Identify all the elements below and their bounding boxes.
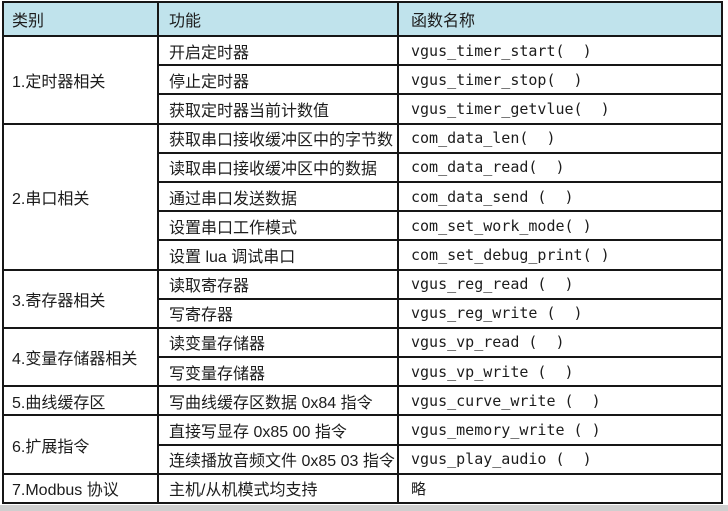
table-row: 6.扩展指令 直接写显存 0x85 00 指令 vgus_memory_writ… [2, 414, 723, 475]
category-cell-timer: 1.定时器相关 [2, 35, 159, 125]
table-row: 4.变量存储器相关 读变量存储器 vgus_vp_read ( ) [2, 326, 723, 388]
function-cell: 写曲线缓存区数据 0x84 指令 [157, 385, 399, 417]
table-row: 连续播放音频文件 0x85 03 指令 vgus_play_audio ( ) [3, 443, 723, 475]
header-row: 类别 功能 函数名称 [2, 1, 723, 37]
category-cell-uart: 2.串口相关 [2, 122, 159, 271]
function-cell: 读变量存储器 [157, 326, 399, 359]
category-cell-extended: 6.扩展指令 [2, 414, 159, 475]
function-cell: 获取定时器当前计数值 [157, 93, 399, 125]
function-name-cell: vgus_vp_read ( ) [397, 326, 723, 359]
table-row: 5.曲线缓存区 写曲线缓存区数据 0x84 指令 vgus_curve_writ… [2, 385, 723, 417]
function-name-cell: 略 [397, 472, 723, 505]
api-function-table: 类别 功能 函数名称 1.定时器相关 开启定时器 vgus_timer_star… [2, 1, 723, 505]
function-cell: 写变量存储器 [157, 356, 399, 388]
category-cell-curve: 5.曲线缓存区 [2, 385, 159, 417]
table-row: 写变量存储器 vgus_vp_write ( ) [3, 356, 723, 388]
function-name-cell: com_set_work_mode( ) [397, 210, 723, 242]
header-cell-function: 功能 [157, 1, 399, 37]
table-row: 写寄存器 vgus_reg_write ( ) [3, 297, 723, 329]
table-row: 7.Modbus 协议 主机/从机模式均支持 略 [2, 472, 723, 505]
header-cell-category: 类别 [2, 1, 159, 37]
function-cell: 获取串口接收缓冲区中的字节数 [157, 122, 399, 154]
header-cell-function-name: 函数名称 [397, 1, 723, 37]
function-cell: 主机/从机模式均支持 [157, 472, 399, 505]
function-cell: 读取寄存器 [157, 268, 399, 300]
function-name-cell: vgus_timer_start( ) [397, 34, 723, 67]
table-row: 2.串口相关 获取串口接收缓冲区中的字节数 com_data_len( ) [2, 122, 723, 271]
function-name-cell: vgus_timer_stop( ) [397, 64, 723, 96]
table-row: 设置 lua 调试串口 com_set_debug_print( ) [3, 239, 723, 271]
function-name-cell: vgus_timer_getvlue( ) [397, 93, 723, 125]
function-name-cell: vgus_memory_write ( ) [397, 414, 723, 446]
function-name-cell: com_data_len( ) [397, 122, 723, 154]
table-row: 3.寄存器相关 读取寄存器 vgus_reg_read ( ) [2, 268, 723, 329]
function-cell: 写寄存器 [157, 297, 399, 329]
function-name-cell: vgus_play_audio ( ) [397, 443, 723, 475]
table-row: 设置串口工作模式 com_set_work_mode( ) [3, 210, 723, 242]
function-name-cell: com_data_read( ) [397, 151, 723, 183]
function-cell: 通过串口发送数据 [157, 180, 399, 213]
function-name-cell: vgus_vp_write ( ) [397, 356, 723, 388]
category-cell-register: 3.寄存器相关 [2, 268, 159, 329]
function-name-cell: vgus_reg_read ( ) [397, 268, 723, 300]
table-row: 读取串口接收缓冲区中的数据 com_data_read( ) [3, 151, 723, 183]
table-row: 获取定时器当前计数值 vgus_timer_getvlue( ) [3, 93, 723, 125]
function-name-cell: com_data_send ( ) [397, 180, 723, 213]
page-bottom-strip [0, 505, 728, 511]
function-cell: 直接写显存 0x85 00 指令 [157, 414, 399, 446]
function-cell: 连续播放音频文件 0x85 03 指令 [157, 443, 399, 475]
category-cell-vp: 4.变量存储器相关 [2, 326, 159, 388]
function-name-cell: vgus_curve_write ( ) [397, 385, 723, 417]
table-row: 通过串口发送数据 com_data_send ( ) [3, 180, 723, 213]
function-name-cell: com_set_debug_print( ) [397, 239, 723, 271]
table-row: 1.定时器相关 开启定时器 vgus_timer_start( ) [2, 34, 723, 125]
function-cell: 停止定时器 [157, 64, 399, 96]
function-cell: 读取串口接收缓冲区中的数据 [157, 151, 399, 183]
function-cell: 设置 lua 调试串口 [157, 239, 399, 271]
function-cell: 开启定时器 [157, 34, 399, 67]
table-row: 停止定时器 vgus_timer_stop( ) [3, 64, 723, 96]
category-cell-modbus: 7.Modbus 协议 [2, 472, 159, 505]
function-name-cell: vgus_reg_write ( ) [397, 297, 723, 329]
function-cell: 设置串口工作模式 [157, 210, 399, 242]
